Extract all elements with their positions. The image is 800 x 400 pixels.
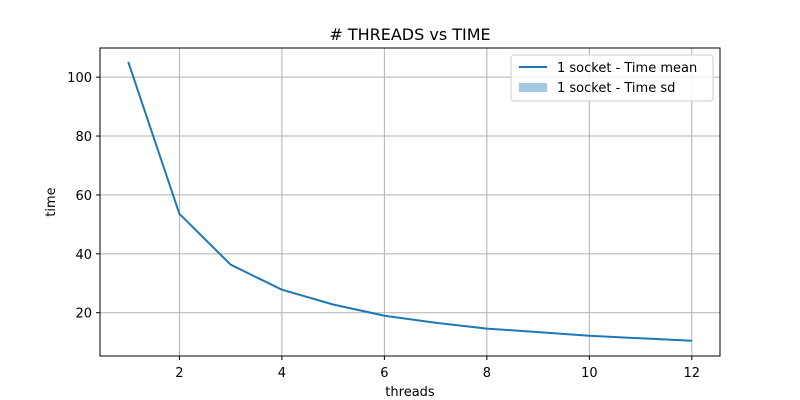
x-tick-label: 6 — [380, 366, 388, 381]
x-tick-label: 2 — [175, 366, 183, 381]
legend-box — [510, 54, 714, 102]
y-tick-label: 40 — [75, 248, 92, 263]
y-tick-label: 60 — [75, 189, 92, 204]
x-tick-label: 4 — [278, 366, 286, 381]
x-axis: 2 4 6 8 10 12 — [175, 356, 700, 381]
x-tick-label: 10 — [581, 366, 598, 381]
chart-title: # THREADS vs TIME — [329, 25, 490, 44]
y-tick-label: 80 — [75, 130, 92, 145]
legend-swatch-sd — [519, 83, 547, 92]
x-axis-label: threads — [385, 385, 435, 400]
y-axis-label: time — [44, 187, 59, 216]
x-tick-label: 8 — [483, 366, 491, 381]
x-tick-label: 12 — [684, 366, 701, 381]
y-tick-label: 20 — [75, 307, 92, 322]
series-line-time-mean — [127, 61, 692, 342]
legend-label-mean: 1 socket - Time mean — [557, 61, 697, 76]
y-axis: 20 40 60 80 100 — [67, 71, 100, 322]
y-tick-label: 100 — [67, 71, 92, 86]
legend: 1 socket - Time mean 1 socket - Time sd — [510, 54, 714, 102]
plot-frame — [99, 47, 721, 357]
series-layer — [127, 61, 692, 342]
legend-label-sd: 1 socket - Time sd — [557, 81, 675, 96]
